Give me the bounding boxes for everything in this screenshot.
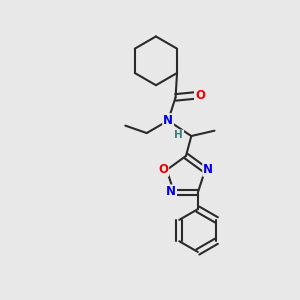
Text: O: O <box>158 163 168 176</box>
Text: N: N <box>163 114 173 127</box>
Text: N: N <box>166 185 176 198</box>
Text: O: O <box>195 88 205 101</box>
Text: N: N <box>203 163 213 176</box>
Text: H: H <box>175 130 183 140</box>
